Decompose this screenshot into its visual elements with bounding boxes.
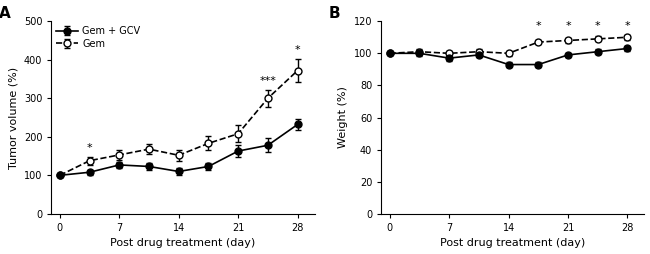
Text: ***: *** xyxy=(259,76,276,86)
Text: *: * xyxy=(86,143,92,153)
Text: *: * xyxy=(536,21,541,31)
Y-axis label: Weight (%): Weight (%) xyxy=(338,87,348,149)
Text: *: * xyxy=(595,21,601,31)
Legend: Gem + GCV, Gem: Gem + GCV, Gem xyxy=(56,26,140,49)
Y-axis label: Tumor volume (%): Tumor volume (%) xyxy=(8,67,18,169)
Text: A: A xyxy=(0,6,10,21)
X-axis label: Post drug treatment (day): Post drug treatment (day) xyxy=(440,239,586,248)
X-axis label: Post drug treatment (day): Post drug treatment (day) xyxy=(111,239,255,248)
Text: *: * xyxy=(566,21,571,31)
Text: B: B xyxy=(328,6,340,21)
Text: *: * xyxy=(295,45,300,55)
Text: *: * xyxy=(625,21,630,31)
